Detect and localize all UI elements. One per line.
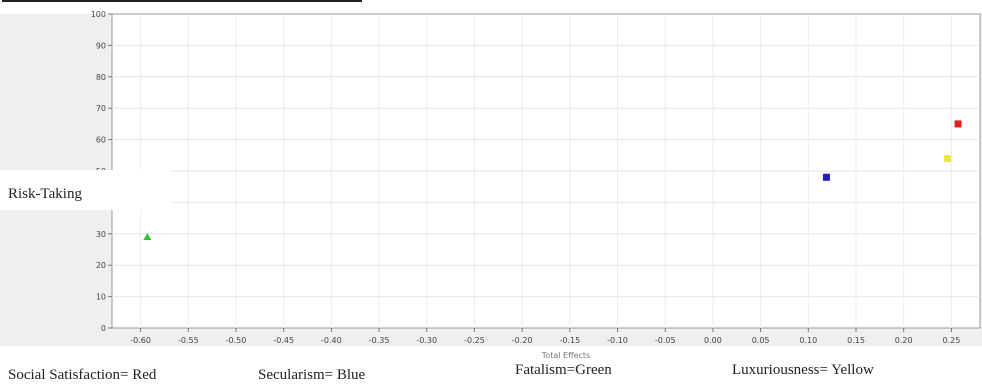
point-secularism: [822, 173, 830, 181]
x-tick-label: -0.35: [369, 336, 390, 345]
x-tick-label: 0.10: [799, 336, 817, 345]
x-axis-label: Total Effects: [541, 351, 590, 360]
x-tick-label: -0.50: [226, 336, 247, 345]
x-axis-ticks: -0.60 -0.55 -0.50 -0.45 -0.40 -0.35 -0.30 -0.25…: [130, 328, 960, 345]
point-luxuriousness: [944, 154, 952, 162]
x-tick-label: 0.20: [895, 336, 913, 345]
y-tick-label: 10: [96, 293, 106, 302]
legend-entry-fatalism: Fatalism=Green: [515, 362, 612, 378]
x-tick-label: -0.30: [416, 336, 437, 345]
y-tick-label: 70: [96, 104, 106, 113]
x-tick-label: 0.15: [847, 336, 865, 345]
top-border-bar: [2, 0, 362, 2]
x-tick-label: -0.45: [273, 336, 294, 345]
point-social-satisfaction: [954, 120, 962, 128]
y-tick-label: 90: [96, 41, 106, 50]
x-tick-label: 0.25: [942, 336, 960, 345]
x-tick-label: -0.05: [655, 336, 676, 345]
grid-lines: [112, 14, 980, 328]
y-axis-label: Risk-Taking: [8, 186, 82, 202]
legend-entry-luxuriousness: Luxuriousness= Yellow: [732, 362, 874, 378]
x-tick-label: -0.10: [607, 336, 628, 345]
y-tick-label: 20: [96, 261, 106, 270]
x-tick-label: -0.55: [178, 336, 199, 345]
data-points: [143, 120, 962, 240]
y-tick-label: 80: [96, 73, 106, 82]
y-tick-label: 60: [96, 136, 106, 145]
x-tick-label: -0.20: [512, 336, 533, 345]
y-tick-label: 0: [101, 324, 106, 333]
x-tick-label: -0.25: [464, 336, 485, 345]
label-background: [0, 170, 170, 210]
x-tick-label: 0.05: [752, 336, 770, 345]
x-tick-label: -0.60: [130, 336, 151, 345]
x-tick-label: -0.40: [321, 336, 342, 345]
x-tick-label: -0.15: [559, 336, 580, 345]
y-tick-label: 30: [96, 230, 106, 239]
legend-entry-secularism: Secularism= Blue: [258, 367, 366, 383]
y-tick-label: 100: [91, 10, 106, 19]
point-fatalism: [143, 232, 152, 240]
legend-entry-social-satisfaction: Social Satisfaction= Red: [8, 367, 157, 383]
x-tick-label: 0.00: [704, 336, 722, 345]
